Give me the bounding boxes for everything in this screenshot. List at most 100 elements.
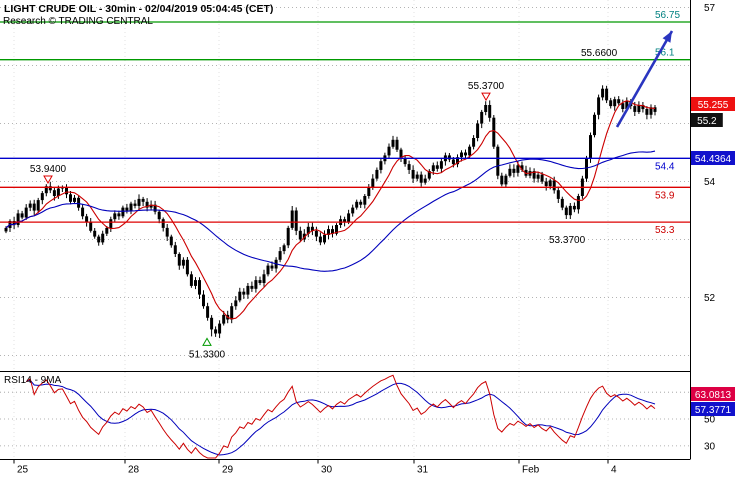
candle-body xyxy=(246,285,250,295)
resistance-level-label: 56.1 xyxy=(655,48,675,59)
rsi-indicator-lines xyxy=(25,374,656,459)
candle-body xyxy=(375,169,379,179)
candle-body xyxy=(20,213,24,218)
candle-body xyxy=(101,233,105,243)
candle-body xyxy=(137,198,141,206)
candle-body xyxy=(548,180,552,187)
candle-body xyxy=(593,114,596,136)
rsi-line xyxy=(25,374,656,459)
candle-body xyxy=(222,314,226,324)
candle-body xyxy=(653,107,657,112)
chart-title: LIGHT CRUDE OIL - 30min - 02/04/2019 05:… xyxy=(4,3,273,15)
candle-body xyxy=(327,229,330,235)
candle-body xyxy=(379,161,383,170)
candle-body xyxy=(169,236,173,246)
candle-body xyxy=(520,165,524,170)
rsi-badge xyxy=(691,402,735,416)
candle-body xyxy=(323,234,326,243)
candle-body xyxy=(637,105,641,112)
candle-body xyxy=(399,149,403,159)
support-level-label: 53.3 xyxy=(655,225,675,236)
candle-body xyxy=(476,123,480,138)
x-axis-label: 31 xyxy=(417,465,429,476)
candle-body xyxy=(258,280,262,283)
candle-body xyxy=(250,285,254,289)
candle-body xyxy=(242,291,246,295)
candle-body xyxy=(286,227,290,246)
candle-body xyxy=(447,155,451,160)
candle-body xyxy=(306,226,310,234)
rsi-axis-label: 30 xyxy=(704,441,716,452)
candle-body xyxy=(343,219,347,223)
candle-body xyxy=(508,168,512,176)
forecast-arrow-head-icon xyxy=(662,31,672,43)
chart-source: Research © TRADING CENTRAL xyxy=(3,16,153,27)
candle-body xyxy=(48,186,52,191)
swing-annotation-label: 51.3300 xyxy=(189,349,226,360)
candle-body xyxy=(234,300,238,307)
candle-body xyxy=(109,219,113,228)
candle-body xyxy=(270,265,274,269)
candle-body xyxy=(93,230,97,237)
candle-body xyxy=(153,204,157,212)
candle-body xyxy=(492,117,496,147)
candle-body xyxy=(161,219,165,228)
candle-body xyxy=(516,165,520,173)
swing-annotation-label: 55.3700 xyxy=(468,81,505,92)
candle-body xyxy=(173,245,177,254)
candle-body xyxy=(310,226,314,231)
rsi-panel-label: RSI14 - 9MA xyxy=(4,375,62,386)
candle-body xyxy=(427,171,431,179)
candle-body xyxy=(202,294,205,307)
resistance-level-label: 56.75 xyxy=(655,10,680,21)
candle-body xyxy=(129,203,133,211)
candle-body xyxy=(532,171,536,179)
candlestick-series xyxy=(4,85,657,339)
candle-body xyxy=(480,111,484,124)
candle-body xyxy=(121,207,125,217)
rsi-badge xyxy=(691,387,735,401)
candle-body xyxy=(210,317,214,330)
candle-body xyxy=(605,88,609,101)
candle-body xyxy=(145,201,149,208)
candle-body xyxy=(262,274,266,283)
pivot-level-label: 54.4 xyxy=(655,161,675,172)
candle-body xyxy=(641,105,645,110)
candle-body xyxy=(387,146,391,156)
candle-body xyxy=(12,221,16,226)
rsi-ma-line xyxy=(26,379,656,456)
candle-body xyxy=(601,88,605,98)
candle-body xyxy=(439,161,443,169)
price-annotation-label: 53.3700 xyxy=(549,235,586,246)
candle-body xyxy=(141,198,145,202)
rsi-axis-label: 50 xyxy=(704,415,716,426)
candle-body xyxy=(117,213,121,217)
candle-body xyxy=(335,225,338,234)
candle-body xyxy=(407,164,411,170)
candle-body xyxy=(371,178,375,188)
candle-body xyxy=(24,207,28,218)
candle-body xyxy=(645,109,649,115)
candle-body xyxy=(56,188,60,196)
swing-high-marker-icon xyxy=(481,92,491,102)
candle-body xyxy=(451,159,455,165)
candle-body xyxy=(218,323,222,334)
candle-body xyxy=(81,207,85,217)
candle-body xyxy=(359,201,363,205)
candle-body xyxy=(294,210,298,231)
candle-body xyxy=(65,187,68,195)
annotations-layer: 55.6600 55.3700 53.9400 53.3700 51.3300 xyxy=(30,48,618,360)
candle-body xyxy=(367,187,371,196)
candle-body xyxy=(468,146,472,156)
candle-body xyxy=(621,103,625,109)
candle-body xyxy=(395,139,399,150)
candle-body xyxy=(165,227,169,237)
candle-body xyxy=(133,203,137,206)
candle-body xyxy=(613,99,617,107)
candle-body xyxy=(456,157,459,165)
candle-body xyxy=(77,197,81,208)
candle-body xyxy=(290,210,294,228)
rsi-badge-text: 57.3771 xyxy=(695,405,732,416)
candle-body xyxy=(617,99,621,104)
